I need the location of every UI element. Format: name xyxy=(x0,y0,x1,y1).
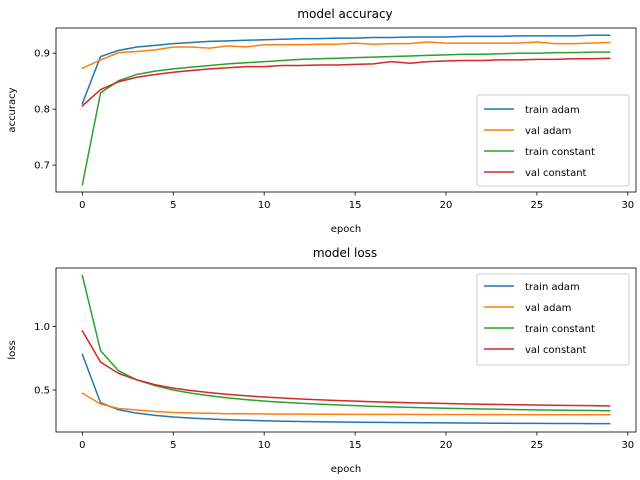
loss-line-train-adam xyxy=(81,353,611,425)
accuracy-x-tick-label: 20 xyxy=(440,200,453,211)
loss-x-tick-label: 15 xyxy=(349,440,362,451)
accuracy-line-train-adam xyxy=(81,34,611,105)
accuracy-x-ticks: 0 5 10 15 20 25 30 xyxy=(79,192,634,211)
accuracy-subplot: model accuracy 0 5 10 15 20 25 30 0.7 0.8 0.9 ep… xyxy=(7,7,637,235)
accuracy-y-tick-label: 0.7 xyxy=(34,161,50,172)
loss-x-label: epoch xyxy=(331,464,361,475)
loss-y-tick-label: 1.0 xyxy=(34,322,50,333)
accuracy-lines xyxy=(81,34,611,186)
loss-legend-label-val-constant: val constant xyxy=(525,345,587,356)
accuracy-legend-label-val-constant: val constant xyxy=(525,168,587,179)
loss-title: model loss xyxy=(313,246,377,260)
loss-y-label: loss xyxy=(7,340,18,359)
loss-x-tick-label: 0 xyxy=(79,440,85,451)
loss-x-tick-label: 20 xyxy=(440,440,453,451)
accuracy-legend-label-train-constant: train constant xyxy=(525,147,595,158)
loss-y-ticks: 0.5 1.0 xyxy=(34,322,56,397)
accuracy-legend: train adam val adam train constant val c… xyxy=(476,94,630,187)
loss-x-ticks: 0 5 10 15 20 25 30 xyxy=(79,432,634,451)
loss-legend-label-val-adam: val adam xyxy=(525,303,571,314)
loss-x-tick-label: 25 xyxy=(531,440,544,451)
accuracy-legend-label-train-adam: train adam xyxy=(525,105,580,116)
accuracy-x-tick-label: 15 xyxy=(349,200,362,211)
accuracy-y-tick-label: 0.9 xyxy=(34,49,50,60)
accuracy-legend-frame xyxy=(476,94,630,187)
loss-x-tick-label: 10 xyxy=(258,440,271,451)
accuracy-y-ticks: 0.7 0.8 0.9 xyxy=(34,49,56,172)
loss-line-val-adam xyxy=(81,392,611,416)
accuracy-y-tick-label: 0.8 xyxy=(34,105,50,116)
accuracy-x-tick-label: 30 xyxy=(621,200,634,211)
loss-x-tick-label: 30 xyxy=(621,440,634,451)
accuracy-y-label: accuracy xyxy=(7,87,18,132)
loss-legend: train adam val adam train constant val c… xyxy=(476,273,630,366)
loss-axes-frame xyxy=(55,267,637,433)
loss-line-train-constant xyxy=(81,274,611,412)
accuracy-x-tick-label: 5 xyxy=(170,200,176,211)
accuracy-line-val-adam xyxy=(81,41,611,70)
accuracy-x-tick-label: 10 xyxy=(258,200,271,211)
loss-legend-label-train-constant: train constant xyxy=(525,324,595,335)
accuracy-axes-frame xyxy=(55,27,637,193)
accuracy-line-val-constant xyxy=(81,57,611,107)
accuracy-legend-label-val-adam: val adam xyxy=(525,126,571,137)
loss-x-tick-label: 5 xyxy=(170,440,176,451)
loss-legend-frame xyxy=(476,273,630,366)
loss-legend-label-train-adam: train adam xyxy=(525,282,580,293)
accuracy-x-tick-label: 0 xyxy=(79,200,85,211)
loss-subplot: model loss 0 5 10 15 20 25 30 0.5 1.0 epoch los… xyxy=(7,246,637,475)
accuracy-title: model accuracy xyxy=(297,7,392,21)
loss-lines xyxy=(81,274,611,425)
accuracy-x-tick-label: 25 xyxy=(531,200,544,211)
accuracy-x-label: epoch xyxy=(331,224,361,235)
loss-y-tick-label: 0.5 xyxy=(34,386,50,397)
loss-line-val-constant xyxy=(81,329,611,407)
accuracy-line-train-constant xyxy=(81,51,611,186)
